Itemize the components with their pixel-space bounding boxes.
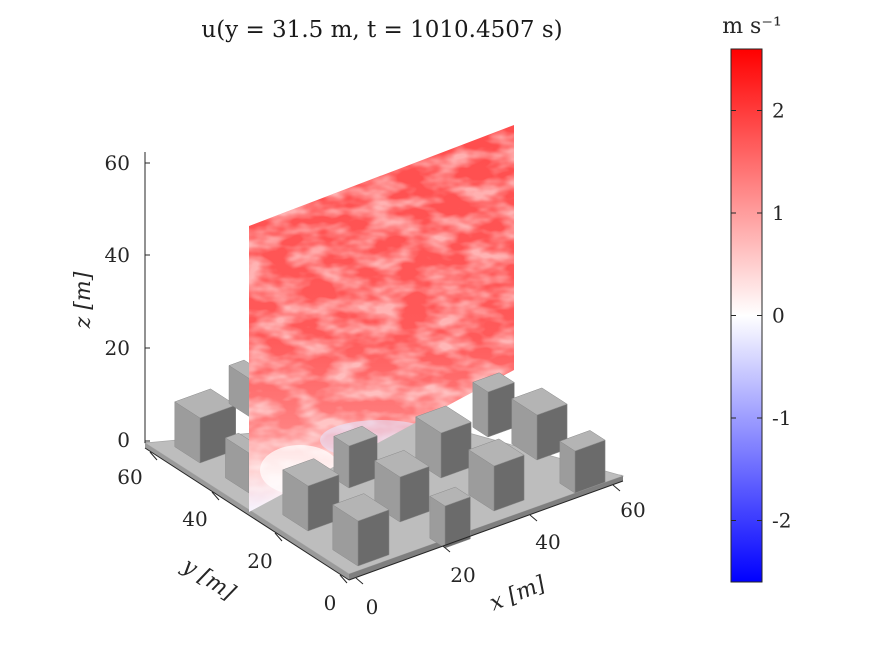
z-tick-20: 20	[105, 336, 130, 360]
obstacle-cube	[282, 458, 340, 532]
x-tick-60: 60	[620, 498, 645, 522]
obstacle-cube	[429, 486, 471, 549]
obstacle-cube	[468, 438, 525, 512]
y-axis-label: y [m]	[177, 553, 240, 606]
obstacle-cube	[332, 493, 390, 567]
z-axis: 60 40 20 0 z [m]	[71, 151, 150, 452]
colorbar-gradient	[730, 48, 763, 583]
y-tick-20: 20	[247, 549, 272, 573]
obstacle-cube	[559, 430, 606, 494]
z-tick-60: 60	[105, 151, 130, 175]
colorbar-tick-label: 0	[772, 304, 785, 328]
x-tick-20: 20	[450, 563, 475, 587]
y-tick-0: 0	[324, 591, 337, 615]
x-tick-0: 0	[366, 595, 379, 619]
colorbar-tick-label: 1	[772, 201, 785, 225]
z-tick-40: 40	[105, 243, 130, 267]
chart-title: u(y = 31.5 m, t = 1010.4507 s)	[201, 17, 562, 43]
colorbar-tick-label: -2	[772, 509, 791, 533]
obstacle-cube	[511, 387, 568, 461]
x-tick-40: 40	[535, 530, 560, 554]
obstacle-cube	[333, 425, 378, 489]
colorbar-tick-label: -1	[772, 406, 791, 430]
y-tick-40: 40	[182, 507, 207, 531]
z-tick-0: 0	[117, 428, 130, 452]
colorbar: m s⁻¹ -2 -1 0 1 2	[722, 14, 791, 583]
colorbar-unit: m s⁻¹	[722, 14, 782, 39]
x-axis-label: x [m]	[486, 571, 549, 616]
obstacle-cubes-front	[282, 372, 606, 567]
colorbar-ticks: -2 -1 0 1 2	[731, 99, 791, 533]
y-tick-60: 60	[117, 465, 142, 489]
obstacle-cube	[472, 372, 515, 438]
z-axis-label: z [m]	[71, 271, 96, 329]
colorbar-tick-label: 2	[772, 99, 785, 123]
